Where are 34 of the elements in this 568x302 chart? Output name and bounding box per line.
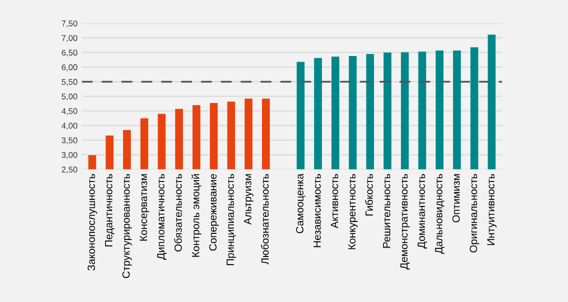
y-tick-label: 3,50 bbox=[62, 137, 78, 144]
x-tick-label: Доминантность bbox=[418, 174, 427, 248]
y-tick-label: 2,50 bbox=[62, 166, 78, 174]
y-tick-label: 6,00 bbox=[62, 64, 78, 72]
x-tick-label: Альтруизм bbox=[244, 174, 254, 225]
y-tick-label: 4,00 bbox=[62, 122, 78, 130]
x-tick-label: Независимость bbox=[314, 174, 321, 248]
y-tick-label: 4,50 bbox=[62, 108, 78, 116]
x-tick-label: Контроль эмоций bbox=[191, 174, 202, 257]
x-tick-label: Гибкость bbox=[365, 174, 373, 216]
x-tick-label: Демонстративность bbox=[400, 174, 410, 270]
x-tick-label: Сопереживание bbox=[209, 174, 219, 251]
y-tick-label: 7,50 bbox=[62, 20, 78, 28]
x-tick-label: Структурированность bbox=[122, 174, 132, 278]
x-tick-label: Консерватизм bbox=[140, 174, 150, 241]
x-tick-label: Решительность bbox=[383, 174, 390, 248]
y-tick-label: 5,50 bbox=[62, 78, 78, 86]
y-tick-label: 7,00 bbox=[62, 35, 78, 42]
x-tick-label: Оптимизм bbox=[452, 174, 460, 222]
x-tick-label: Оригинальность bbox=[470, 174, 480, 252]
x-tick-label: Активность bbox=[330, 174, 338, 228]
x-tick-label: Принципиальность bbox=[226, 174, 236, 266]
y-tick-label: 6,50 bbox=[62, 50, 78, 57]
x-tick-label: Дальновидность bbox=[435, 174, 444, 254]
y-tick-label: 3,00 bbox=[62, 152, 78, 159]
x-tick-label: Конкурентность bbox=[348, 174, 358, 250]
y-tick-label: 5,00 bbox=[62, 94, 78, 100]
x-tick-label: Дипломатичность bbox=[157, 174, 166, 260]
x-tick-label: Законопослушность bbox=[88, 174, 98, 271]
x-tick-label: Обязательность bbox=[174, 174, 182, 252]
x-tick-label: Самооценка bbox=[296, 174, 306, 234]
x-tick-label: Любознательность bbox=[260, 174, 269, 264]
x-tick-label: Педантичность bbox=[105, 174, 114, 246]
x-tick-label: Интуитивность bbox=[487, 174, 497, 245]
